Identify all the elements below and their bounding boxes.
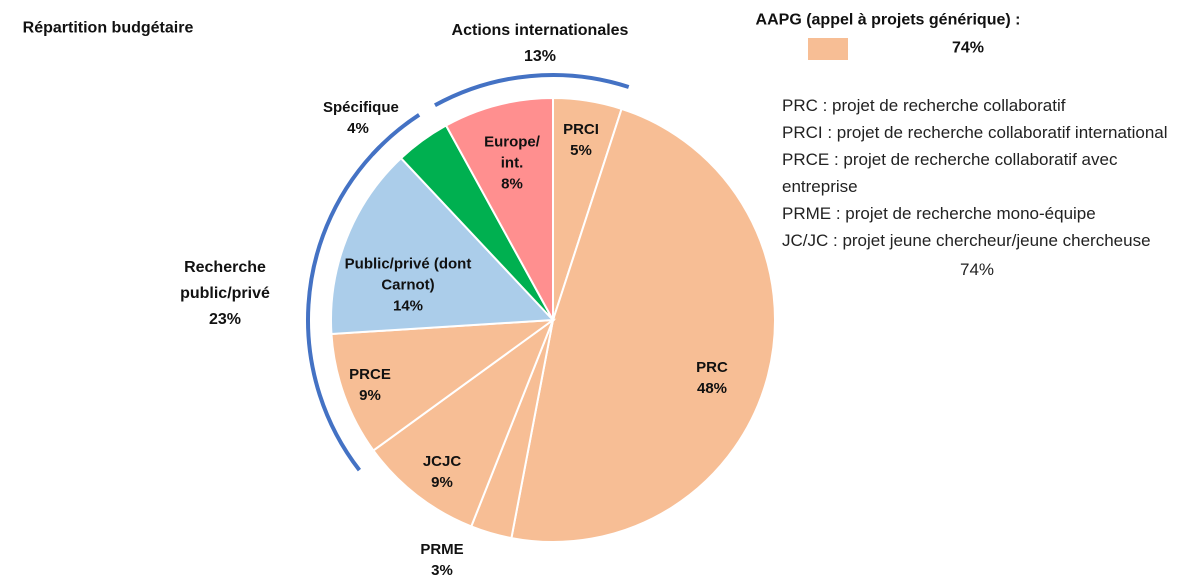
slice-category: PRC (696, 359, 728, 376)
pie-slice (372, 317, 556, 528)
slice-label: PRCI 5% (546, 119, 616, 161)
slice-category: PRME (420, 541, 464, 558)
slice-value: 9% (431, 474, 453, 491)
slice-label: Spécifique 4% (323, 97, 399, 139)
glossary: PRC : projet de recherche collaboratif PR… (782, 92, 1177, 283)
glossary-entry: PRCE : projet de recherche collaboratif … (782, 150, 1118, 196)
slice-value: 3% (431, 562, 453, 579)
slice-category: JCJC (422, 453, 462, 470)
group-label: Recherche public/privé 23% (160, 255, 290, 333)
slice-label: PRCE 9% (335, 364, 405, 406)
group-value: 23% (208, 311, 242, 328)
group-label: Actions internationales 13% (420, 18, 660, 70)
slice-category: Public/privé (dont Carnot) (344, 255, 472, 294)
slice-label: PRC 48% (677, 357, 747, 399)
legend-label: AAPG (appel à projets générique) : (755, 11, 1021, 29)
slice-value: 48% (696, 380, 728, 397)
slice-label: Europe/ int. 8% (477, 132, 547, 195)
slice-value: 5% (570, 142, 592, 159)
group-arc (434, 73, 630, 108)
slice-category: PRCE (349, 366, 391, 383)
glossary-total: 74% (959, 260, 995, 279)
group-value: 13% (523, 48, 557, 65)
group-arc (370, 113, 421, 156)
slice-category: Europe/ int. (484, 133, 540, 172)
glossary-entry: PRME : projet de recherche mono-équipe (782, 204, 1096, 223)
chart-title: Répartition budgétaire (22, 19, 194, 37)
pie-slice (444, 96, 554, 321)
pie-slice (330, 318, 557, 452)
slice-label: JCJC 9% (407, 451, 477, 493)
slice-value: 8% (501, 175, 523, 193)
legend-swatch (808, 38, 848, 60)
slice-value: 9% (359, 387, 381, 404)
pie-slice (330, 156, 556, 335)
slice-label: Public/privé (dont Carnot) 14% (343, 254, 473, 317)
slice-value: 4% (347, 120, 369, 137)
slice-value: 14% (392, 297, 424, 315)
glossary-entry: PRCI : projet de recherche collaboratif … (782, 123, 1168, 142)
group-name: Actions internationales (451, 22, 629, 39)
pie-slice (510, 107, 776, 543)
glossary-entry: JC/JC : projet jeune chercheur/jeune che… (782, 231, 1151, 250)
group-name: Recherche public/privé (180, 259, 270, 302)
slice-category: Spécifique (323, 99, 399, 116)
glossary-entry: PRC : projet de recherche collaboratif (782, 96, 1066, 115)
slice-category: PRCI (563, 121, 599, 138)
group-arc (306, 145, 382, 472)
slice-label: PRME 3% (407, 539, 477, 581)
legend-value: 74% (951, 39, 985, 57)
